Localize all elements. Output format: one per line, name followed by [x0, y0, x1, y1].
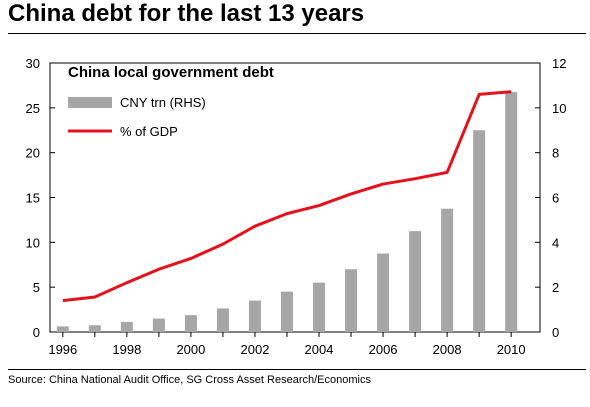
left-tick-label: 5: [33, 280, 40, 295]
x-tick-label: 2002: [241, 342, 270, 357]
x-tick-label: 2004: [305, 342, 334, 357]
debt-bar: [313, 282, 326, 332]
gdp-share-line: [62, 90, 512, 303]
debt-bar: [280, 291, 293, 332]
source-divider: [8, 369, 586, 370]
left-axis-ticks: 0 5 10 15 20 25 30: [26, 56, 55, 340]
debt-bar: [88, 325, 101, 332]
left-tick-label: 25: [26, 101, 40, 116]
debt-bar: [377, 253, 390, 332]
debt-bar: [505, 92, 518, 333]
left-tick-label: 20: [26, 146, 40, 161]
left-tick-label: 10: [26, 235, 40, 250]
legend-bar-label: CNY trn (RHS): [120, 95, 206, 110]
right-tick-label: 10: [552, 101, 566, 116]
right-tick-label: 2: [552, 280, 559, 295]
debt-bar: [473, 130, 486, 332]
x-tick-label: 1996: [48, 342, 77, 357]
legend: CNY trn (RHS) % of GDP: [68, 95, 206, 139]
x-tick-label: 2000: [176, 342, 205, 357]
right-tick-label: 0: [552, 325, 559, 340]
debt-bar: [216, 308, 229, 332]
debt-bar: [248, 300, 261, 332]
source-note: Source: China National Audit Office, SG …: [8, 374, 371, 386]
page-title: China debt for the last 13 years: [8, 0, 365, 27]
debt-chart: 0 5 10 15 20 25 30 0 2 4 6 8 10 12 1996 1998 2000 2002 2…: [26, 56, 567, 357]
right-axis-ticks: 0 2 4 6 8 10 12: [535, 56, 566, 340]
right-tick-label: 4: [552, 235, 559, 250]
line-series: [62, 90, 512, 303]
x-tick-label: 2006: [369, 342, 398, 357]
x-axis-ticks: 1996 1998 2000 2002 2004 2006 2008 2010: [48, 332, 526, 357]
chart-title: China local government debt: [68, 64, 274, 81]
right-tick-label: 12: [552, 56, 566, 71]
left-tick-label: 0: [33, 325, 40, 340]
bar-series: [56, 92, 518, 333]
debt-bar: [409, 231, 422, 332]
debt-bar: [56, 326, 69, 332]
legend-bar-swatch: [68, 97, 112, 108]
x-tick-label: 2008: [433, 342, 462, 357]
debt-bar: [184, 315, 197, 332]
left-tick-label: 15: [26, 191, 40, 206]
left-tick-label: 30: [26, 56, 40, 71]
debt-bar: [345, 269, 358, 332]
debt-bar: [152, 318, 165, 332]
legend-line-label: % of GDP: [120, 124, 178, 139]
right-tick-label: 8: [552, 146, 559, 161]
title-divider: [8, 33, 586, 34]
debt-bar: [441, 208, 454, 332]
debt-bar: [120, 321, 133, 332]
x-tick-label: 2010: [497, 342, 526, 357]
right-tick-label: 6: [552, 191, 559, 206]
x-tick-label: 1998: [112, 342, 141, 357]
